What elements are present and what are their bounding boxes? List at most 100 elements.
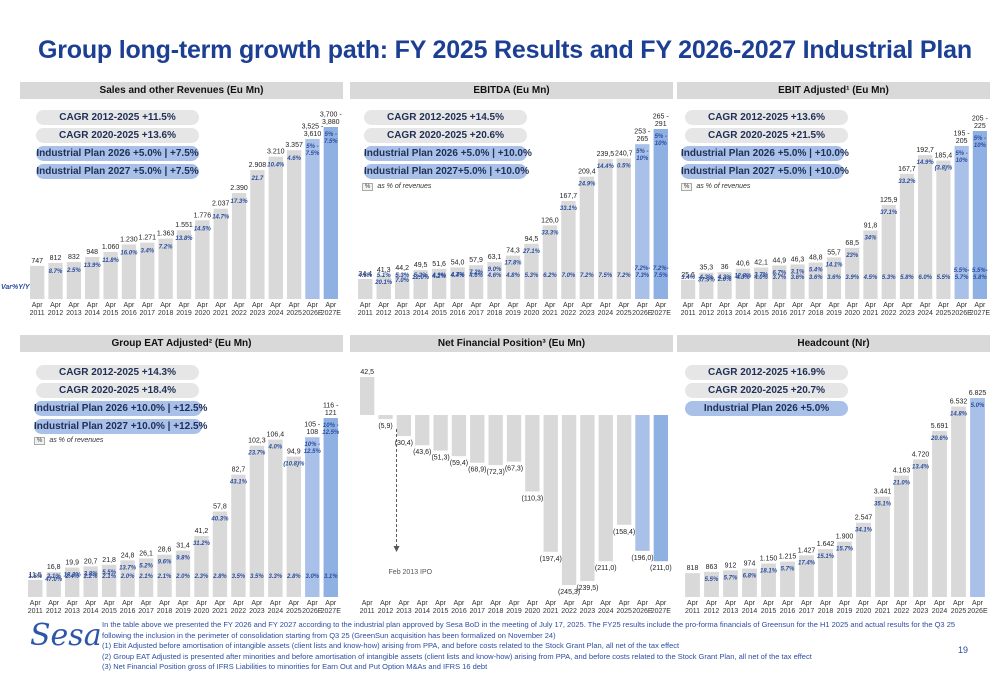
bar (932, 431, 947, 597)
value-label: 102,3 (248, 438, 266, 445)
x-tick-label: 2011 (685, 608, 700, 615)
value-label: 121 (325, 410, 337, 417)
bar (121, 244, 137, 299)
x-tick-label: 2011 (681, 310, 696, 317)
value-label: 1.150 (760, 555, 778, 562)
x-tick-label: 2022 (561, 310, 577, 317)
x-tick-label: 2015 (761, 608, 777, 615)
growth-label: 34.1% (855, 528, 873, 534)
value-label: 26,1 (139, 550, 153, 557)
growth-label: 5.0% (971, 403, 985, 409)
growth-label: 3.4% (140, 249, 154, 255)
margin-label: 3.6% (809, 275, 823, 281)
margin-label: 7.5% (654, 273, 668, 279)
x-tick-label: Apr (564, 600, 576, 607)
eat-cagr-2012-pill: CAGR 2012-2025 +14.3% (36, 365, 199, 380)
growth-label: 47.0% (44, 577, 63, 583)
x-tick-label: 2025 (286, 608, 302, 615)
value-label: 3,525 - (302, 123, 324, 130)
x-tick-label: 2026E (632, 608, 653, 615)
value-label: (197,4) (540, 556, 562, 563)
growth-label: 14.8% (950, 412, 968, 418)
eat-chart: Apr2011Apr2012Apr2013Apr2014Apr2015Apr20… (28, 403, 342, 616)
growth-label: 0.5% (617, 163, 631, 169)
growth-label: 9.6% (158, 560, 172, 566)
bar (268, 156, 283, 299)
pct-legend-text: as % of revenues (49, 437, 104, 444)
growth-label: 2.5% (66, 268, 81, 274)
margin-label: 3.7% (772, 275, 786, 281)
growth-label: 12.8% (734, 274, 752, 280)
x-tick-label: Apr (307, 302, 319, 309)
value-label: 2.390 (230, 185, 248, 192)
x-tick-label: Apr (87, 302, 99, 309)
value-label: 44,9 (772, 257, 786, 264)
growth-label: 11.8% (102, 258, 119, 264)
bar (194, 536, 209, 597)
value-label: 57,9 (469, 257, 483, 264)
bar (378, 415, 393, 420)
margin-label: 4.4% (450, 273, 465, 279)
x-tick-label: 2020 (856, 608, 872, 615)
margin-label: 3.5% (250, 574, 264, 580)
growth-label: 5.7% (781, 567, 795, 573)
x-tick-label: 2022 (231, 310, 247, 317)
x-tick-label: 2019 (176, 310, 192, 317)
x-tick-label: Apr (435, 600, 447, 607)
ebit-panel: EBIT Adjusted¹ (Eu Mn) CAGR 2012-2025 +1… (677, 82, 990, 317)
bar (394, 273, 410, 299)
growth-label: 13.7% (119, 565, 137, 571)
x-tick-label: 2018 (488, 608, 504, 615)
value-label: (211,0) (595, 565, 617, 572)
growth-label: 13.8% (175, 236, 193, 242)
growth-label: 31.2% (193, 541, 211, 547)
margin-label: 7.5% (599, 273, 613, 279)
x-tick-label: 2018 (808, 310, 824, 317)
bar (505, 255, 521, 299)
value-label: 36 (721, 264, 729, 271)
x-tick-label: Apr (820, 600, 832, 607)
x-tick-label: Apr (415, 302, 427, 309)
growth-label: 27.1% (522, 249, 541, 255)
x-tick-label: Apr (68, 302, 80, 309)
margin-label: 7.2%- (634, 266, 650, 272)
eat-pct-legend: % as % of revenues (34, 437, 103, 445)
eat-plan-2027-pill: Industrial Plan 2027 +10.0% | +12.5% (34, 419, 208, 434)
value-label: 44,2 (395, 265, 409, 272)
bar (543, 415, 558, 552)
growth-label: 5% - (325, 132, 337, 138)
x-tick-label: Apr (270, 600, 282, 607)
x-tick-label: 2016 (450, 310, 466, 317)
x-tick-label: 2015 (753, 310, 769, 317)
growth-label: 8.7% (49, 269, 63, 275)
growth-label: 3.1% (791, 269, 805, 275)
x-tick-label: Apr (288, 600, 300, 607)
x-tick-label: Apr (938, 302, 950, 309)
x-tick-label: 2011 (358, 310, 373, 317)
growth-label: 12.0% (412, 275, 430, 281)
bar (524, 243, 539, 299)
value-label: 41,3 (377, 267, 391, 274)
x-tick-label: 2024 (598, 608, 614, 615)
x-tick-label: 2015 (431, 310, 447, 317)
growth-label: 17.3% (231, 199, 249, 205)
bar (176, 230, 192, 299)
growth-label: 4.6% (286, 156, 301, 162)
x-tick-label: 2027E (651, 608, 672, 615)
nfp-panel-title: Net Financial Position³ (Eu Mn) (350, 335, 673, 352)
footnote-2: (2) Group EAT Adjusted is presented afte… (102, 651, 812, 661)
margin-label: 3.5% (232, 574, 246, 580)
value-label: 240,7 (615, 150, 633, 157)
value-label: 205 (956, 138, 968, 145)
bar (899, 173, 915, 299)
growth-label: 37.9% (698, 278, 716, 284)
bar (653, 129, 668, 299)
x-tick-label: Apr (706, 600, 718, 607)
x-tick-label: Apr (619, 600, 631, 607)
x-tick-label: Apr (196, 600, 208, 607)
margin-label: 3.9% (845, 275, 859, 281)
margin-label: 4.6% (357, 273, 372, 279)
bar (723, 570, 738, 597)
x-tick-label: Apr (972, 600, 984, 607)
growth-label: 23% (845, 253, 859, 259)
